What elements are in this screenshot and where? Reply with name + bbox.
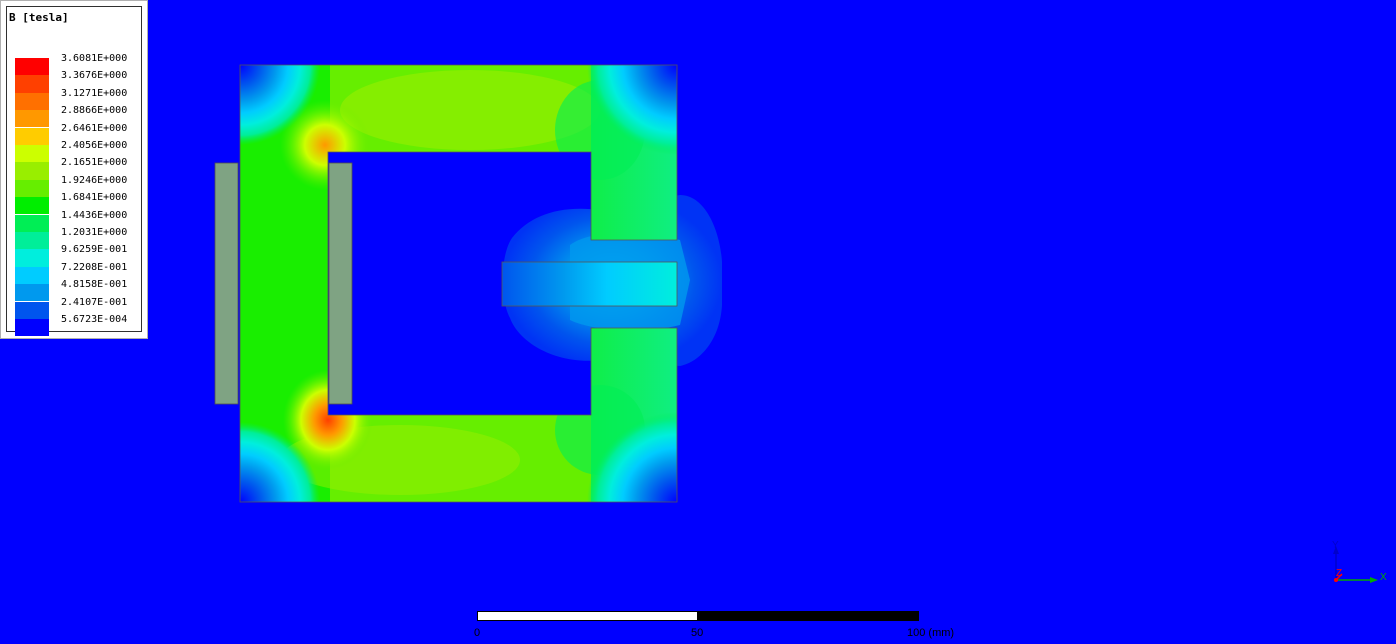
legend-swatch (15, 214, 49, 232)
coil-inner (328, 162, 353, 405)
legend-swatch (15, 110, 49, 128)
triad-y-label: Y (1332, 540, 1339, 551)
legend-label: 3.1271E+000 (61, 87, 128, 99)
legend-swatch (15, 301, 49, 319)
legend-label: 2.6461E+000 (61, 122, 128, 134)
core-outline (239, 64, 678, 503)
legend-label: 2.1651E+000 (61, 157, 128, 169)
legend-label: 2.4056E+000 (61, 140, 128, 151)
scale-label-0: 0 (474, 627, 481, 639)
legend-label: 1.9246E+000 (61, 174, 128, 186)
air-gap-region (501, 261, 678, 307)
scale-bar-white-segment (477, 611, 698, 621)
transformer-core (240, 65, 677, 502)
scale-bar-black-segment (698, 611, 919, 621)
scale-bar (477, 611, 919, 623)
triad-z-label: Z (1336, 568, 1343, 579)
legend-swatch (15, 145, 49, 163)
scale-label-50: 50 (691, 627, 704, 639)
legend-label: 1.2031E+000 (61, 227, 128, 238)
field-legend: B [tesla] 3.6081E+000 3.3676E+000 3.1271E+… (0, 0, 148, 339)
coil-outer (214, 162, 239, 405)
legend-title: B [tesla] (9, 11, 69, 24)
scale-label-100: 100 (mm) (907, 627, 955, 639)
legend-swatch (15, 75, 49, 93)
legend-label: 7.2208E-001 (61, 261, 128, 273)
legend-label: 5.6723E-004 (61, 314, 128, 325)
legend-label: 3.3676E+000 (61, 70, 128, 82)
legend-swatch (15, 232, 49, 250)
legend-label: 9.6259E-001 (61, 244, 128, 256)
legend-swatch (15, 284, 49, 302)
legend-swatch (15, 58, 49, 76)
legend-swatch (15, 127, 49, 145)
legend-frame (6, 6, 142, 332)
legend-label: 3.6081E+000 (61, 53, 128, 64)
legend-swatch (15, 249, 49, 267)
coordinate-triad-icon (1333, 546, 1378, 583)
legend-swatch (15, 92, 49, 111)
legend-label: 2.4107E-001 (61, 296, 128, 308)
triad-x-label: X (1380, 572, 1387, 583)
legend-swatch (15, 179, 49, 198)
legend-label: 4.8158E-001 (61, 279, 128, 291)
legend-swatch (15, 197, 49, 215)
legend-label: 1.4436E+000 (61, 209, 128, 221)
legend-swatch (15, 319, 49, 337)
legend-swatch (15, 266, 49, 285)
legend-swatch (15, 162, 49, 180)
legend-label: 1.6841E+000 (61, 192, 128, 204)
legend-label: 2.8866E+000 (61, 105, 128, 117)
